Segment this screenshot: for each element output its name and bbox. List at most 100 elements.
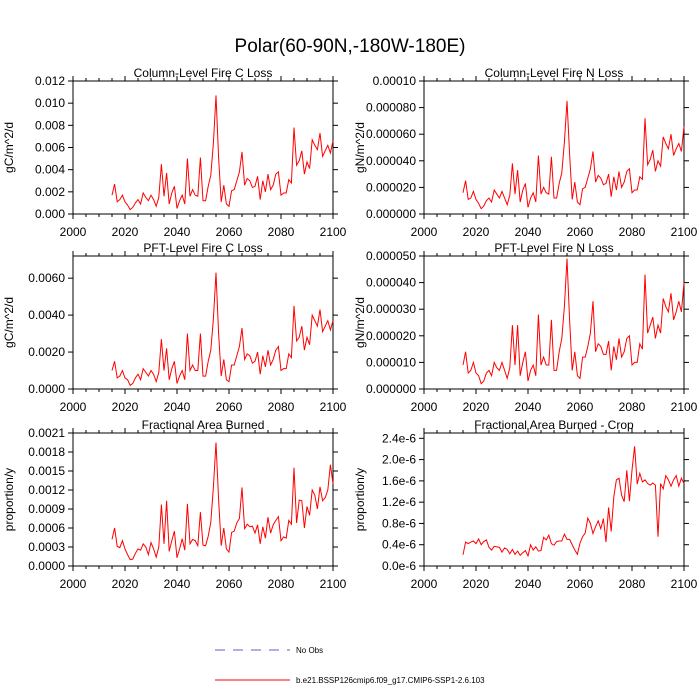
y-axis-label: gN/m^2/d bbox=[353, 122, 367, 173]
y-tick-label: 0.000020 bbox=[366, 180, 416, 194]
y-tick-label: 0.000040 bbox=[366, 276, 416, 290]
y-tick-label: 0.000030 bbox=[366, 302, 416, 316]
x-tick-label: 2040 bbox=[515, 577, 542, 591]
x-tick-label: 2100 bbox=[320, 577, 347, 591]
y-tick-label: 0.0e-6 bbox=[382, 559, 416, 573]
chart-title: Column-Level Fire C Loss bbox=[134, 66, 273, 80]
plot-frame bbox=[423, 432, 685, 567]
y-tick-label: 0.0003 bbox=[28, 540, 65, 554]
y-tick-label: 0.0020 bbox=[28, 345, 65, 359]
y-tick-label: 1.6e-6 bbox=[382, 474, 416, 488]
x-tick-label: 2080 bbox=[268, 577, 295, 591]
series-line bbox=[111, 442, 334, 561]
chart-panel-4: 2000 2020 2040 2060 2080 2100 0.000000 0.000010… bbox=[353, 241, 698, 414]
series-line bbox=[462, 258, 685, 385]
x-tick-label: 2100 bbox=[671, 400, 698, 414]
chart-panel-5: 2000 2020 2040 2060 2080 2100 0.0000 0.0003 0.00… bbox=[2, 418, 347, 591]
x-tick-label: 2000 bbox=[411, 400, 438, 414]
y-tick-label: 0.000060 bbox=[366, 127, 416, 141]
y-tick-label: 0.4e-6 bbox=[382, 538, 416, 552]
legend-obs-label: No Obs bbox=[296, 646, 323, 655]
x-tick-label: 2020 bbox=[463, 577, 490, 591]
y-tick-label: 0.0012 bbox=[28, 483, 65, 497]
x-tick-label: 2020 bbox=[463, 225, 490, 239]
y-axis-label: gN/m^2/d bbox=[353, 297, 367, 348]
x-tick-label: 2040 bbox=[515, 400, 542, 414]
y-axis-label: proportion/y bbox=[353, 468, 367, 531]
y-tick-label: 0.0006 bbox=[28, 521, 65, 535]
x-tick-label: 2060 bbox=[216, 577, 243, 591]
x-tick-label: 2020 bbox=[112, 400, 139, 414]
x-tick-label: 2040 bbox=[515, 225, 542, 239]
x-tick-label: 2020 bbox=[112, 225, 139, 239]
x-tick-label: 2060 bbox=[567, 400, 594, 414]
chart-title: PFT-Level Fire C Loss bbox=[143, 241, 262, 255]
y-tick-label: 0.000050 bbox=[366, 249, 416, 263]
y-tick-label: 0.000000 bbox=[366, 382, 416, 396]
legend: No Obs b.e21.BSSP126cmip6.f09_g17.CMIP6-… bbox=[215, 646, 485, 685]
y-tick-label: 0.00010 bbox=[373, 74, 417, 88]
x-tick-label: 2040 bbox=[164, 577, 191, 591]
y-tick-label: 0.006 bbox=[35, 141, 65, 155]
y-tick-label: 0.000040 bbox=[366, 154, 416, 168]
y-axis-label: proportion/y bbox=[2, 468, 16, 531]
x-tick-label: 2000 bbox=[60, 577, 87, 591]
x-tick-label: 2080 bbox=[619, 577, 646, 591]
y-axis-label: gC/m^2/d bbox=[2, 297, 16, 348]
y-tick-label: 2.4e-6 bbox=[382, 431, 416, 445]
chart-panel-6: 2000 2020 2040 2060 2080 2100 0.0e-6 0.4e-6 0.8e… bbox=[353, 418, 698, 591]
y-tick-label: 0.0009 bbox=[28, 502, 65, 516]
y-tick-label: 0.000 bbox=[35, 207, 65, 221]
y-tick-label: 0.000000 bbox=[366, 207, 416, 221]
series-line bbox=[111, 272, 334, 387]
series-line bbox=[111, 95, 334, 211]
x-tick-label: 2020 bbox=[112, 577, 139, 591]
x-tick-label: 2100 bbox=[320, 400, 347, 414]
figure-title: Polar(60-90N,-180W-180E) bbox=[235, 36, 466, 57]
y-tick-label: 1.2e-6 bbox=[382, 495, 416, 509]
chart-panel-3: 2000 2020 2040 2060 2080 2100 0.0000 0.0020 0.00… bbox=[2, 241, 347, 414]
y-tick-label: 0.002 bbox=[35, 185, 65, 199]
y-tick-label: 0.0000 bbox=[28, 559, 65, 573]
y-tick-label: 0.0021 bbox=[28, 426, 65, 440]
chart-title: Fractional Area Burned - Crop bbox=[474, 418, 634, 432]
chart-title: Column-Level Fire N Loss bbox=[485, 66, 624, 80]
y-tick-label: 0.000020 bbox=[366, 329, 416, 343]
x-tick-label: 2000 bbox=[60, 400, 87, 414]
y-tick-label: 0.0018 bbox=[28, 445, 65, 459]
plot-frame bbox=[72, 432, 334, 567]
y-tick-label: 0.000080 bbox=[366, 101, 416, 115]
y-tick-label: 0.008 bbox=[35, 118, 65, 132]
y-tick-label: 0.8e-6 bbox=[382, 516, 416, 530]
y-tick-label: 2.0e-6 bbox=[382, 453, 416, 467]
y-tick-label: 0.010 bbox=[35, 96, 65, 110]
series-line bbox=[462, 100, 685, 210]
chart-title: Fractional Area Burned bbox=[142, 418, 265, 432]
x-tick-label: 2020 bbox=[463, 400, 490, 414]
x-tick-label: 2100 bbox=[671, 225, 698, 239]
x-tick-label: 2060 bbox=[567, 225, 594, 239]
x-tick-label: 2060 bbox=[216, 400, 243, 414]
y-tick-label: 0.004 bbox=[35, 163, 65, 177]
y-tick-label: 0.0015 bbox=[28, 464, 65, 478]
x-tick-label: 2080 bbox=[268, 400, 295, 414]
x-tick-label: 2080 bbox=[619, 400, 646, 414]
x-tick-label: 2100 bbox=[320, 225, 347, 239]
x-tick-label: 2000 bbox=[411, 225, 438, 239]
y-tick-label: 0.0000 bbox=[28, 382, 65, 396]
x-tick-label: 2040 bbox=[164, 400, 191, 414]
x-tick-label: 2100 bbox=[671, 577, 698, 591]
x-tick-label: 2040 bbox=[164, 225, 191, 239]
series-line bbox=[462, 446, 685, 558]
x-tick-label: 2080 bbox=[619, 225, 646, 239]
y-tick-label: 0.012 bbox=[35, 74, 65, 88]
y-tick-label: 0.000010 bbox=[366, 355, 416, 369]
x-tick-label: 2000 bbox=[411, 577, 438, 591]
x-tick-label: 2080 bbox=[268, 225, 295, 239]
y-axis-label: gC/m^2/d bbox=[2, 122, 16, 173]
y-tick-label: 0.0060 bbox=[28, 271, 65, 285]
panels: 2000 2020 2040 2060 2080 2100 0.000 0.002 0.004 0… bbox=[2, 66, 698, 591]
x-tick-label: 2000 bbox=[60, 225, 87, 239]
legend-model-label: b.e21.BSSP126cmip6.f09_g17.CMIP6-SSP1-2.… bbox=[296, 676, 485, 685]
